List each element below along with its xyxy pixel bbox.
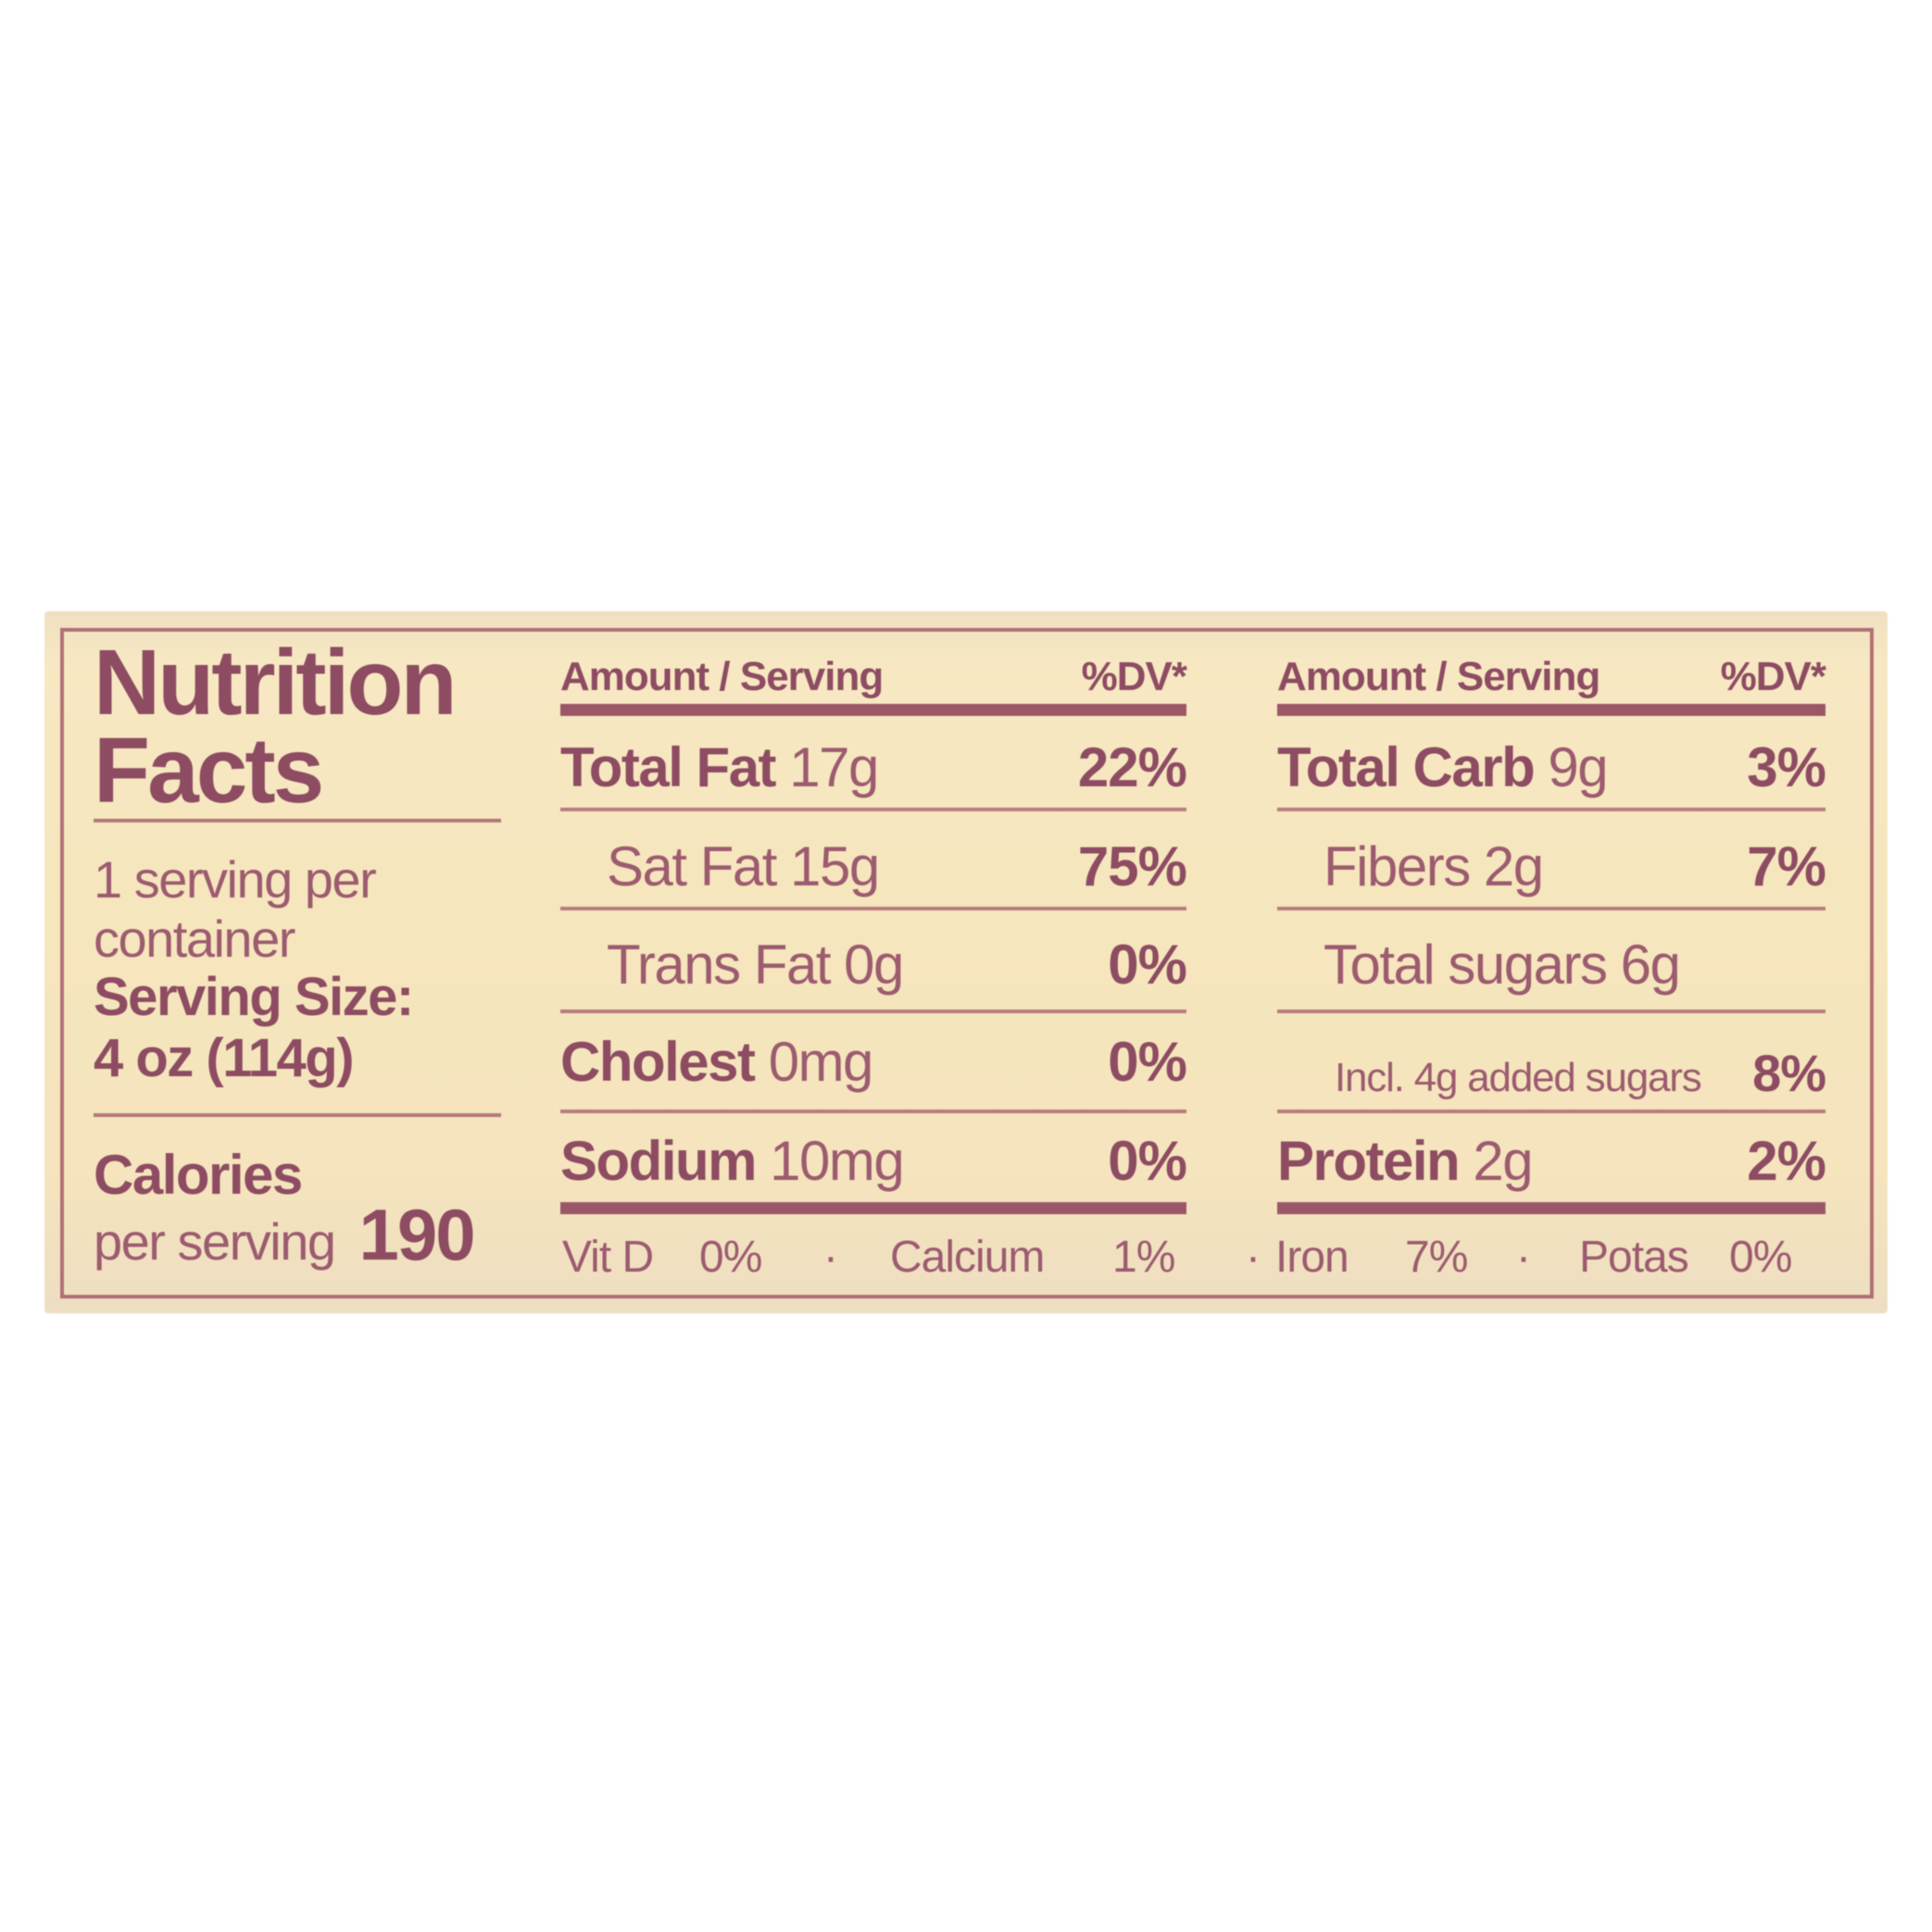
amount-text: Total sugars 6g: [1324, 934, 1681, 996]
serving-size: Serving Size: 4 oz (114g): [94, 967, 414, 1089]
amount-text: Sat Fat 15g: [607, 835, 880, 897]
amount-text: Protein 2g: [1277, 1130, 1534, 1192]
amount-text: Trans Fat 0g: [607, 934, 904, 996]
header-percent-dv: %DV*: [1720, 654, 1826, 699]
micro-calcium-value: 1%: [1112, 1233, 1175, 1282]
thin-rule: [1277, 808, 1825, 811]
serving-size-label: Serving Size:: [94, 967, 414, 1027]
dv-value: 75%: [1077, 835, 1187, 897]
amount-text: Cholest 0mg: [560, 1031, 873, 1093]
amount-text: Sodium 10mg: [560, 1130, 905, 1192]
calories-label: Calories: [94, 1144, 303, 1206]
calories-value: 190: [358, 1194, 476, 1275]
dv-value: 8%: [1752, 1044, 1826, 1102]
nutrition-label-border-box: Nutrition Facts 1 serving per container …: [60, 628, 1874, 1298]
dv-value: 7%: [1747, 835, 1826, 897]
thin-rule: [1277, 1010, 1825, 1013]
title-line-2: Facts: [94, 719, 324, 822]
header-amount-serving: Amount / Serving: [560, 654, 884, 699]
micro-potassium-value: 0%: [1729, 1233, 1792, 1282]
separator-dot: ·: [1516, 1233, 1531, 1282]
amount-text: Total Carb 9g: [1277, 736, 1609, 798]
row-sat-fat: Sat Fat 15g 75%: [560, 834, 1187, 898]
micro-vit-d-value: 0%: [699, 1233, 762, 1282]
title-divider-rule: [94, 819, 501, 822]
thick-rule: [1277, 1202, 1825, 1214]
thick-rule: [1277, 704, 1825, 716]
row-trans-fat: Trans Fat 0g 0%: [560, 933, 1187, 997]
serving-size-value: 4 oz (114g): [94, 1028, 355, 1088]
thin-rule: [1277, 1110, 1825, 1113]
header-amount-serving: Amount / Serving: [1277, 654, 1600, 699]
servings-line-2: container: [94, 910, 295, 968]
row-total-sugars: Total sugars 6g: [1277, 933, 1825, 997]
separator-dot: ·: [823, 1233, 838, 1282]
serving-size-divider-rule: [94, 1113, 501, 1117]
column-header: Amount / Serving %DV*: [560, 654, 1187, 700]
nutrition-facts-title: Nutrition Facts: [94, 631, 458, 822]
thick-rule: [560, 1202, 1186, 1214]
row-fibers: Fibers 2g 7%: [1277, 834, 1826, 898]
column-header: Amount / Serving %DV*: [1277, 654, 1826, 700]
row-sodium: Sodium 10mg 0%: [560, 1129, 1187, 1193]
separator-dot: ·: [1246, 1233, 1261, 1282]
row-added-sugars: Incl. 4g added sugars 8%: [1277, 1043, 1826, 1103]
dv-value: 0%: [1108, 934, 1187, 996]
thin-rule: [560, 907, 1186, 910]
nutrient-column-right: Amount / Serving %DV* Total Carb 9g 3% F…: [1277, 632, 1826, 1295]
amount-text: Incl. 4g added sugars: [1335, 1055, 1702, 1100]
servings-per-container: 1 serving per container: [94, 850, 377, 969]
row-protein: Protein 2g 2%: [1277, 1129, 1826, 1193]
dv-value: 22%: [1077, 736, 1187, 798]
nutrition-label-photo: Nutrition Facts 1 serving per container …: [44, 611, 1888, 1313]
dv-value: 0%: [1108, 1130, 1187, 1192]
micronutrients-row: Vit D 0% · Calcium 1% · Iron 7% · Potas …: [560, 1232, 1829, 1287]
amount-text: Total Fat 17g: [560, 736, 879, 798]
row-total-fat: Total Fat 17g 22%: [560, 735, 1187, 799]
calories-per-serving-label: per serving: [94, 1212, 336, 1271]
micro-iron-value: 7%: [1405, 1233, 1468, 1282]
thin-rule: [560, 1010, 1186, 1013]
dv-value: 2%: [1747, 1130, 1826, 1192]
thick-rule: [560, 704, 1186, 716]
dv-value: 3%: [1747, 736, 1826, 798]
row-total-carb: Total Carb 9g 3%: [1277, 735, 1826, 799]
row-cholesterol: Cholest 0mg 0%: [560, 1030, 1187, 1094]
calories-row: per serving 190: [94, 1193, 476, 1277]
amount-text: Fibers 2g: [1324, 835, 1544, 897]
header-percent-dv: %DV*: [1081, 654, 1187, 699]
thin-rule: [560, 808, 1186, 811]
micro-vit-d-label: Vit D: [562, 1233, 654, 1282]
micro-potassium-label: Potas: [1579, 1233, 1689, 1282]
servings-line-1: 1 serving per: [94, 850, 377, 909]
dv-value: 0%: [1108, 1031, 1187, 1093]
thin-rule: [1277, 907, 1825, 910]
micro-iron-label: Iron: [1275, 1233, 1349, 1282]
micro-calcium-label: Calcium: [890, 1233, 1045, 1282]
title-line-1: Nutrition: [94, 631, 458, 734]
thin-rule: [560, 1110, 1186, 1113]
nutrient-column-left: Amount / Serving %DV* Total Fat 17g 22% …: [560, 632, 1187, 1295]
